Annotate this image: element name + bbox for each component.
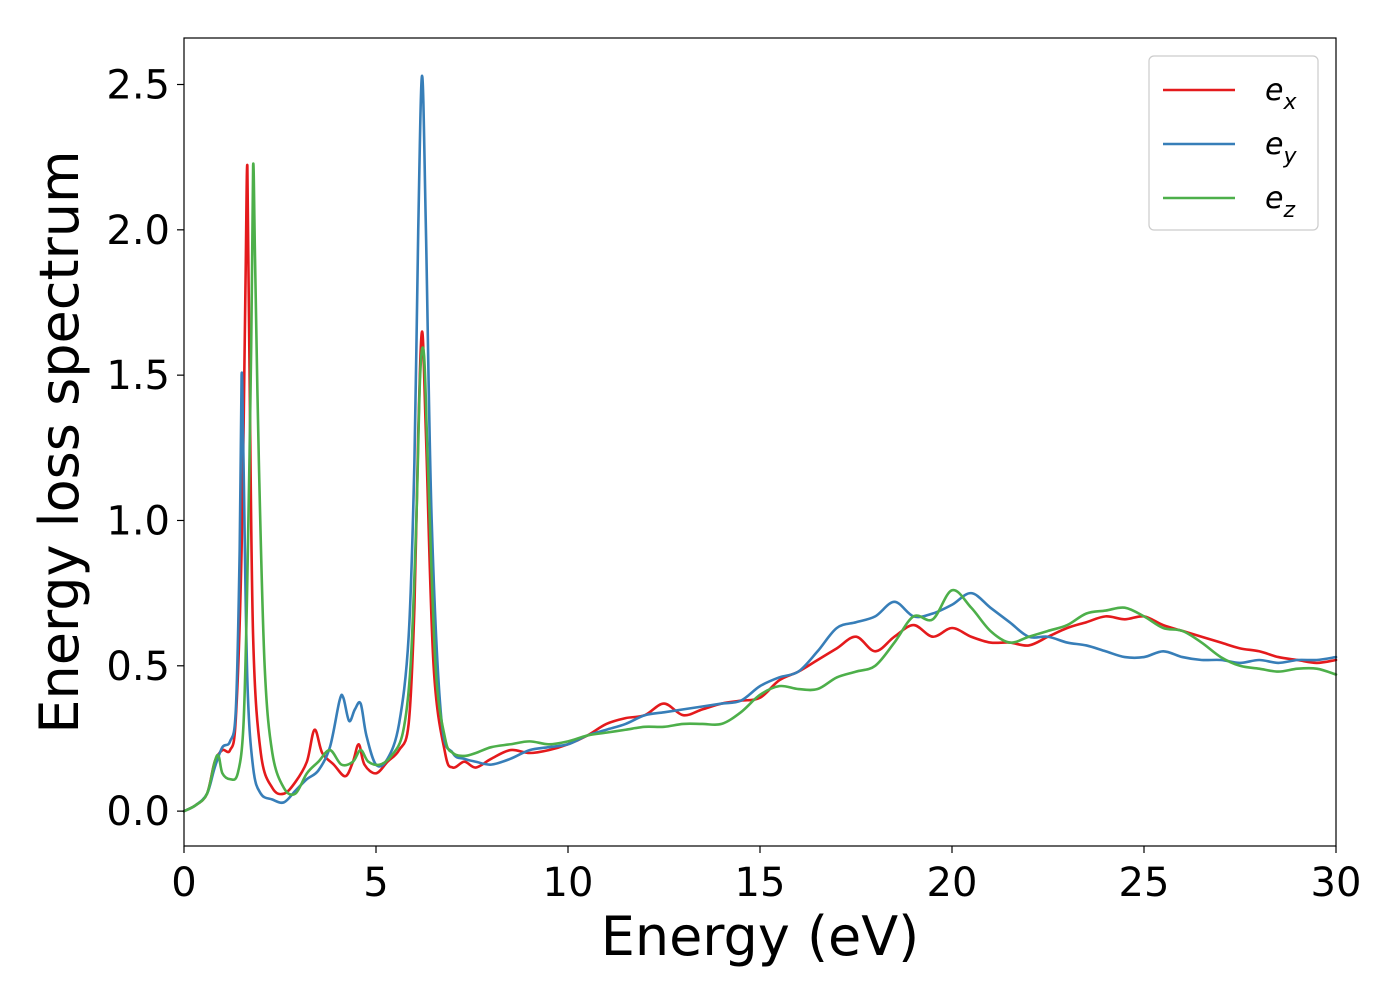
- y-tick-label: 1.5: [106, 353, 170, 399]
- x-tick-label: 25: [1119, 860, 1170, 906]
- y-tick-label: 1.0: [106, 498, 170, 544]
- y-axis: 0.0 0.5 1.0 1.5 2.0 2.5: [106, 63, 184, 835]
- legend-label-y: ey: [1265, 127, 1297, 169]
- legend: ex ey ez: [1148, 55, 1319, 231]
- x-axis-label: Energy (eV): [601, 905, 920, 968]
- plot-background: [184, 38, 1336, 846]
- y-tick-label: 2.0: [106, 208, 170, 254]
- x-tick-label: 30: [1311, 860, 1362, 906]
- y-tick-label: 0.0: [106, 789, 170, 835]
- series-line-z: [182, 162, 1338, 813]
- x-tick-label: 15: [735, 860, 786, 906]
- x-axis: 0 5 10 15 20 25 30: [171, 846, 1361, 906]
- series-line-x: [182, 163, 1338, 813]
- x-tick-label: 5: [363, 860, 388, 906]
- x-tick-label: 10: [543, 860, 594, 906]
- series-line-y: [182, 74, 1338, 813]
- legend-label-x: ex: [1265, 73, 1297, 115]
- x-tick-label: 20: [927, 860, 978, 906]
- legend-label-z: ez: [1265, 181, 1295, 223]
- x-tick-label: 0: [171, 860, 196, 906]
- series-layer: [182, 74, 1338, 813]
- y-tick-label: 0.5: [106, 644, 170, 690]
- y-tick-label: 2.5: [106, 63, 170, 109]
- y-axis-label: Energy loss spectrum: [28, 150, 91, 733]
